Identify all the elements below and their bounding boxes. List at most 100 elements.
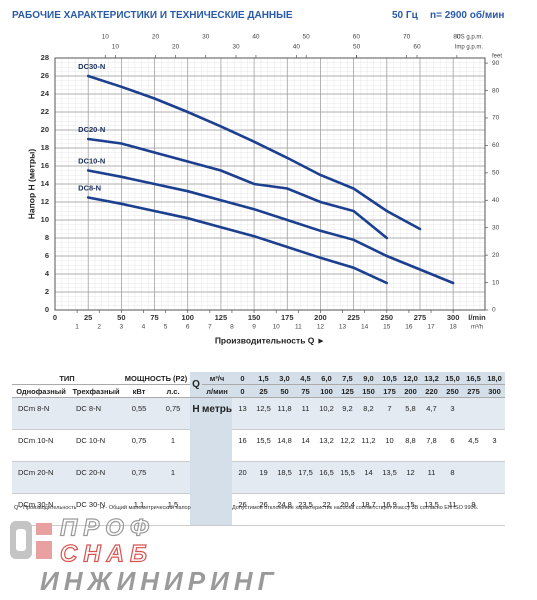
secondary-tick-label: 14 <box>361 324 369 331</box>
pump-curve <box>86 196 389 285</box>
q-value: 16,5 <box>463 372 484 385</box>
footnote-q: Q - Производительность <box>14 505 77 511</box>
head-value: 12,5 <box>253 397 274 430</box>
column-header: кВт <box>122 384 156 398</box>
head-value: 17,5 <box>295 461 316 494</box>
secondary-tick-label: 40 <box>492 197 500 204</box>
secondary-axis-label: m³/h <box>471 325 483 331</box>
head-value: 8 <box>442 461 463 494</box>
head-value: 3 <box>442 397 463 430</box>
x-unit: l/min <box>468 313 486 322</box>
secondary-axis-label: Imp g.p.m. <box>455 45 484 51</box>
head-value: 13,5 <box>379 461 400 494</box>
q-unit: м³/ч <box>202 372 232 385</box>
secondary-tick-label: 1 <box>75 324 79 331</box>
head-value: 9,2 <box>337 397 358 430</box>
q-value: 18,0 <box>484 372 505 385</box>
model-three: DC 30-N <box>70 493 122 526</box>
empty-cell <box>484 493 505 526</box>
model-three: DC 20-N <box>70 461 122 494</box>
secondary-tick-label: 30 <box>232 44 240 51</box>
logo: ПРОФ СНАБ ИНЖИНИРИНГ <box>10 515 274 596</box>
pump-curve <box>86 74 422 231</box>
q-value: 75 <box>295 384 316 398</box>
y-tick-label: 16 <box>41 161 49 170</box>
head-value: 14 <box>295 429 316 462</box>
h-unit: метры <box>202 397 232 526</box>
x-tick-label: 250 <box>381 313 394 322</box>
head-value: 24,8 <box>274 493 295 526</box>
y-tick-label: 12 <box>41 197 49 206</box>
q-value: 13,2 <box>421 372 442 385</box>
head-value: 10,2 <box>316 397 337 430</box>
head-value: 19 <box>253 461 274 494</box>
column-header: Однофазный <box>12 384 70 398</box>
head-value: 15,5 <box>337 461 358 494</box>
secondary-tick-label: 30 <box>202 34 210 41</box>
secondary-tick-label: 15 <box>383 324 391 331</box>
page-title: РАБОЧИЕ ХАРАКТЕРИСТИКИ И ТЕХНИЧЕСКИЕ ДАН… <box>12 10 293 21</box>
model-single: DCm 8-N <box>12 397 70 430</box>
head-value: 13,2 <box>316 429 337 462</box>
head-value: 20,4 <box>337 493 358 526</box>
q-value: 220 <box>421 384 442 398</box>
table-row: DCm 10-N DC 10-N 0,75 1 16 15,5 14,8 14 13,2 12,2… <box>12 429 505 462</box>
head-value: 8,8 <box>400 429 421 462</box>
head-value: 18,7 <box>358 493 379 526</box>
secondary-tick-label: 10 <box>492 279 500 286</box>
plot-frame <box>54 57 486 311</box>
head-value: 10 <box>379 429 400 462</box>
y-axis-title: Напор H (метры) <box>26 149 36 220</box>
head-value: 8,2 <box>358 397 379 430</box>
empty-cell <box>463 461 484 494</box>
power-hp: 1,5 <box>156 493 190 526</box>
q-value: 275 <box>463 384 484 398</box>
head-value: 11 <box>295 397 316 430</box>
y-tick-label: 0 <box>45 305 49 314</box>
secondary-tick-label: 40 <box>293 44 301 51</box>
secondary-tick-label: 10 <box>273 324 281 331</box>
secondary-tick-label: 7 <box>208 324 212 331</box>
speed: n= 2900 об/мин <box>430 10 505 21</box>
y-tick-label: 10 <box>41 215 49 224</box>
secondary-axis-label: feet <box>492 54 502 60</box>
power-hp: 0,75 <box>156 397 190 430</box>
power-hp: 1 <box>156 429 190 462</box>
secondary-tick-label: 5 <box>164 324 168 331</box>
y-tick-label: 26 <box>41 71 49 80</box>
secondary-tick-label: 50 <box>353 44 361 51</box>
q-value: 0 <box>232 384 253 398</box>
table-row: DCm 20-N DC 20-N 0,75 1 20 19 18,5 17,5 16,5 15,5… <box>12 461 505 494</box>
curve-label: DC20-N <box>78 125 105 134</box>
head-value: 6 <box>442 429 463 462</box>
y-tick-label: 20 <box>41 125 49 134</box>
power-kw: 1,1 <box>122 493 156 526</box>
table-row: DCm 30-N DC 30-N 1,1 1,5 26 26 24,8 23,5 22 20,4 1… <box>12 493 505 526</box>
column-header: л.с. <box>156 384 190 398</box>
power-header: МОЩНОСТЬ (P2) <box>122 372 190 385</box>
x-tick-label: 150 <box>248 313 261 322</box>
curve-label: DC10-N <box>78 156 105 165</box>
y-tick-label: 2 <box>45 287 49 296</box>
pump-curve <box>86 137 389 240</box>
q-value: 175 <box>379 384 400 398</box>
y-tick-label: 22 <box>41 107 49 116</box>
x-axis-title: Производительность Q ► <box>215 335 325 345</box>
head-value: 12,2 <box>337 429 358 462</box>
head-value: 9 <box>463 493 484 526</box>
curve-label: DC30-N <box>78 62 105 71</box>
head-value: 5,8 <box>400 397 421 430</box>
q-value: 150 <box>358 384 379 398</box>
q-value: 25 <box>253 384 274 398</box>
secondary-tick-label: 16 <box>405 324 413 331</box>
x-tick-label: 275 <box>414 313 427 322</box>
head-value: 4,7 <box>421 397 442 430</box>
y-tick-label: 18 <box>41 143 49 152</box>
footnote-h: H - Общий манометрический напор <box>100 505 191 511</box>
logo-icon <box>36 523 52 559</box>
head-value: 26 <box>253 493 274 526</box>
q-value: 200 <box>400 384 421 398</box>
secondary-tick-label: 80 <box>492 87 500 94</box>
